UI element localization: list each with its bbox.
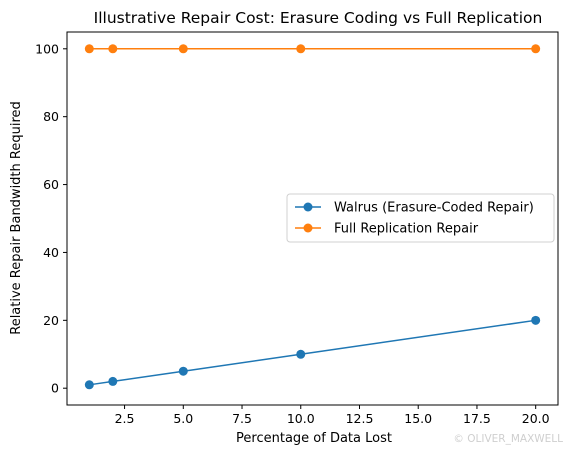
y-axis-label: Relative Repair Bandwidth Required (9, 101, 24, 335)
data-point-1-2 (178, 44, 188, 54)
legend-marker-0 (303, 202, 313, 212)
plot-area: 2.5 5.0 7.5 10.0 12.5 15.0 17.5 20.0 0 20 40 60 80 10… (35, 31, 559, 426)
x-axis-label: Percentage of Data Lost (236, 431, 392, 446)
data-point-0-3 (296, 349, 306, 359)
legend-box (286, 193, 555, 243)
axes-frame (66, 31, 559, 406)
data-point-0-0 (84, 380, 94, 390)
y-tick-label: 100 (35, 41, 59, 56)
y-tick-label: 0 (51, 381, 59, 396)
data-point-1-1 (108, 44, 118, 54)
x-tick-label: 15.0 (404, 411, 432, 426)
legend-label-1: Full Replication Repair (334, 222, 479, 237)
watermark: © OLIVER_MAXWELL (453, 433, 563, 445)
x-tick-label: 2.5 (115, 411, 135, 426)
data-point-1-0 (84, 44, 94, 54)
series-line-0 (89, 319, 536, 386)
legend-marker-1 (303, 223, 313, 233)
x-tick-label: 10.0 (287, 411, 315, 426)
y-tick-label: 80 (43, 109, 59, 124)
x-tick-label: 17.5 (463, 411, 491, 426)
x-tick-label: 20.0 (522, 411, 550, 426)
data-point-0-2 (178, 366, 188, 376)
x-tick-label: 5.0 (173, 411, 193, 426)
data-point-1-3 (296, 44, 306, 54)
data-point-1-4 (531, 44, 541, 54)
y-tick-label: 40 (43, 245, 59, 260)
y-tick-label: 60 (43, 177, 59, 192)
legend: Walrus (Erasure-Coded Repair) Full Replic… (286, 193, 555, 243)
y-tick-label: 20 (43, 313, 59, 328)
chart-title: Illustrative Repair Cost: Erasure Coding… (94, 9, 543, 27)
x-tick-label: 7.5 (232, 411, 252, 426)
data-point-0-4 (531, 315, 541, 325)
x-tick-label: 12.5 (346, 411, 374, 426)
data-point-0-1 (108, 376, 118, 386)
legend-label-0: Walrus (Erasure-Coded Repair) (334, 201, 534, 216)
